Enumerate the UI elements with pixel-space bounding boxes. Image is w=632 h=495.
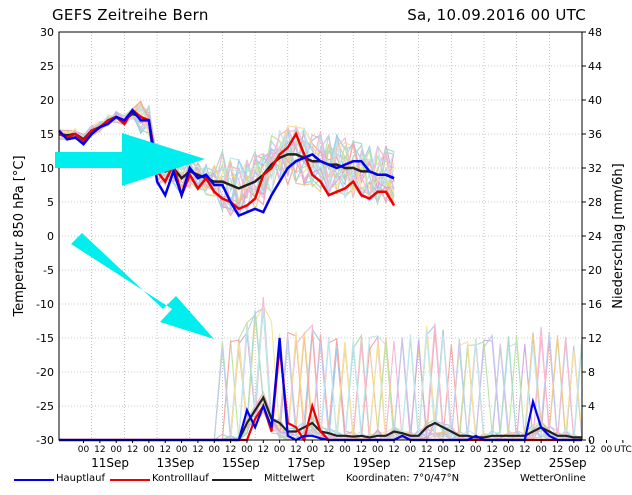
legend-control-swatch: [110, 479, 150, 481]
left-tick-label: 20: [40, 94, 54, 107]
date-label: 23Sep: [483, 456, 521, 470]
x-tick-label: 00: [307, 445, 319, 455]
x-tick-label: 00: [437, 445, 449, 455]
date-label: 21Sep: [418, 456, 456, 470]
x-tick-label: 12: [519, 445, 530, 455]
x-tick-label: 12: [388, 445, 399, 455]
date-label: 13Sep: [156, 456, 194, 470]
right-tick-label: 48: [588, 26, 602, 39]
arrow-precipitation-annotation: [71, 233, 214, 339]
x-tick-label: 00: [110, 445, 122, 455]
annotation-arrows: [55, 133, 214, 339]
x-tick-label: 00: [470, 445, 482, 455]
x-tick-label: 00: [405, 445, 417, 455]
legend-brand: WetterOnline: [520, 473, 586, 484]
x-tick-label: UTC: [614, 445, 632, 455]
date-label: 11Sep: [91, 456, 129, 470]
left-tick-label: -5: [43, 264, 54, 277]
left-tick-label: -20: [36, 366, 54, 379]
right-tick-label: 16: [588, 298, 602, 311]
x-tick-label: 12: [552, 445, 563, 455]
date-label: 15Sep: [222, 456, 260, 470]
right-tick-label: 36: [588, 128, 602, 141]
x-tick-label: 00: [601, 445, 613, 455]
right-tick-label: 32: [588, 162, 602, 175]
right-tick-label: 4: [588, 400, 595, 413]
x-tick-label: 00: [78, 445, 90, 455]
x-tick-label: 12: [584, 445, 595, 455]
left-tick-label: -25: [36, 400, 54, 413]
x-tick-label: 12: [160, 445, 171, 455]
left-tick-label: -10: [36, 298, 54, 311]
left-tick-label: -15: [36, 332, 54, 345]
right-tick-label: 40: [588, 94, 602, 107]
left-tick-label: -30: [36, 434, 54, 447]
x-tick-label: 00: [503, 445, 515, 455]
x-tick-label: 12: [323, 445, 334, 455]
left-tick-label: 15: [40, 128, 54, 141]
x-tick-label: 00: [535, 445, 547, 455]
x-tick-label: 00: [339, 445, 351, 455]
date-label: 25Sep: [549, 456, 587, 470]
member-temperature-line: [58, 111, 395, 216]
x-tick-label: 00: [568, 445, 580, 455]
x-tick-label: 12: [454, 445, 465, 455]
x-tick-label: 12: [290, 445, 301, 455]
legend-main-swatch: [14, 479, 54, 481]
right-tick-label: 24: [588, 230, 602, 243]
left-tick-label: 30: [40, 26, 54, 39]
x-tick-label: 12: [94, 445, 105, 455]
right-tick-label: 8: [588, 366, 595, 379]
right-axis-title: Niederschlag [mm/6h]: [611, 163, 626, 308]
x-tick-label: 12: [225, 445, 236, 455]
x-tick-label: 12: [356, 445, 367, 455]
legend-main-label: Hauptlauf: [56, 473, 106, 484]
x-tick-label: 00: [274, 445, 286, 455]
legend-control-label: Kontrolllauf: [152, 473, 209, 484]
x-tick-label: 12: [421, 445, 432, 455]
arrow-temperature-annotation: [55, 133, 205, 186]
left-tick-label: 0: [47, 230, 54, 243]
member-temperature-line: [58, 107, 395, 199]
legend-mean-swatch: [212, 479, 252, 481]
x-tick-label: 00: [176, 445, 188, 455]
right-tick-label: 28: [588, 196, 602, 209]
x-tick-label: 00: [241, 445, 253, 455]
left-tick-label: 5: [47, 196, 54, 209]
right-tick-label: 12: [588, 332, 602, 345]
left-tick-label: 10: [40, 162, 54, 175]
right-tick-label: 20: [588, 264, 602, 277]
legend-coordinates: Koordinaten: 7°0/47°N: [346, 473, 460, 484]
axis-ticks: -30-25-20-15-10-505101520253004812162024…: [12, 26, 632, 470]
x-tick-label: 12: [486, 445, 497, 455]
x-tick-label: 12: [192, 445, 203, 455]
main-temperature-line: [58, 108, 395, 218]
x-tick-label: 00: [209, 445, 221, 455]
date-label: 17Sep: [287, 456, 325, 470]
date-label: 19Sep: [353, 456, 391, 470]
right-tick-label: 44: [588, 60, 602, 73]
left-tick-label: 25: [40, 60, 54, 73]
legend-mean-label: Mittelwert: [264, 473, 315, 484]
x-tick-label: 00: [372, 445, 384, 455]
x-tick-label: 12: [258, 445, 269, 455]
left-axis-title: Temperatur 850 hPa [°C]: [12, 155, 27, 317]
right-tick-label: 0: [588, 434, 595, 447]
run-timestamp: Sa, 10.09.2016 00 UTC: [407, 6, 586, 24]
x-tick-label: 12: [127, 445, 138, 455]
chart-title: GEFS Zeitreihe Bern: [52, 6, 209, 24]
x-tick-label: 00: [143, 445, 155, 455]
